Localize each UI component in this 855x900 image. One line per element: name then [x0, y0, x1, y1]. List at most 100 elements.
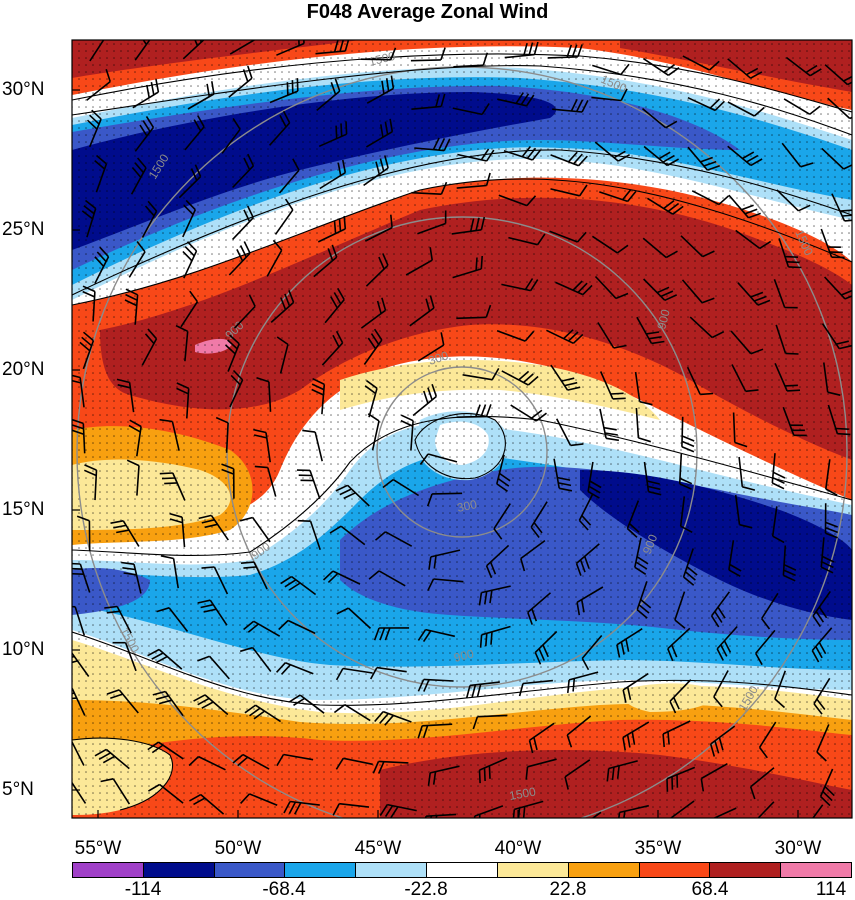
wind-barb — [411, 181, 448, 195]
wind-barb — [452, 255, 483, 279]
lon-label: 45°W — [354, 838, 402, 859]
wind-barb — [232, 753, 270, 770]
wind-barb — [382, 478, 420, 497]
wind-barb — [564, 759, 591, 790]
axis-ticks — [72, 89, 799, 818]
wind-barb — [646, 197, 684, 215]
wind-barb — [824, 503, 838, 539]
wind-barb — [465, 681, 500, 699]
wind-barb — [417, 678, 454, 692]
wind-barb — [774, 670, 787, 709]
wind-barb — [738, 456, 756, 491]
wind-barb — [636, 316, 665, 345]
wind-barb — [228, 65, 253, 98]
wind-barb — [774, 362, 801, 392]
wind-barb — [410, 47, 446, 62]
wind-barb — [72, 781, 87, 804]
lat-label: 25°N — [2, 219, 45, 240]
wind-barb — [366, 75, 395, 104]
wind-barb — [453, 52, 489, 68]
wind-barb — [411, 93, 446, 110]
wind-barb — [451, 216, 486, 235]
wind-barb — [691, 190, 730, 206]
wind-barb — [239, 646, 272, 672]
lon-label: 55°W — [74, 838, 122, 859]
wind-barb — [360, 297, 387, 329]
wind-barb — [555, 280, 593, 296]
wind-barb — [147, 783, 184, 804]
wind-barb — [243, 620, 281, 637]
wind-barb — [276, 753, 314, 767]
wind-barb — [156, 607, 189, 632]
wind-barb — [550, 184, 588, 197]
wind-barb — [276, 661, 314, 675]
wind-barb — [606, 760, 638, 782]
wind-barb — [266, 239, 283, 277]
colorbar-label: 22.8 — [549, 879, 587, 900]
wind-barb — [734, 494, 753, 529]
wind-barb — [597, 322, 627, 349]
wind-barb — [773, 279, 798, 309]
wind-barb — [728, 540, 742, 577]
wind-barb — [160, 555, 179, 589]
colorbar-swatch — [497, 863, 569, 877]
wind-barb — [530, 501, 548, 538]
wind-barb — [121, 561, 142, 594]
wind-barb — [283, 800, 320, 815]
wind-barb — [130, 157, 147, 195]
wind-barb — [824, 64, 852, 86]
wind-barb — [316, 78, 341, 112]
wind-barb — [680, 235, 715, 258]
wind-barb — [288, 694, 325, 714]
wind-barb — [374, 710, 412, 726]
wind-barb — [417, 332, 445, 362]
wind-barb — [682, 548, 698, 586]
wind-barb — [86, 109, 102, 148]
wind-barb — [369, 666, 407, 680]
wind-barb — [479, 625, 511, 648]
wind-barb — [472, 714, 508, 730]
wind-barb — [478, 757, 508, 784]
wind-barb — [276, 336, 289, 374]
wind-barb — [669, 679, 692, 714]
wind-barb — [622, 672, 649, 703]
wind-barb — [567, 671, 599, 693]
wind-field — [72, 40, 852, 818]
wind-barb — [527, 592, 552, 625]
wind-barb — [233, 294, 256, 329]
wind-barb — [758, 721, 777, 759]
wind-barb — [666, 766, 696, 792]
wind-barb — [198, 514, 229, 541]
wind-barb — [687, 96, 725, 112]
wind-barb — [184, 115, 205, 151]
wind-barb — [232, 153, 255, 189]
wind-barb — [591, 811, 602, 818]
wind-barb — [335, 484, 370, 507]
wind-barb — [221, 463, 235, 499]
wind-barb — [229, 40, 256, 55]
wind-barb — [72, 562, 91, 593]
wind-barb — [727, 101, 765, 117]
wind-barb — [374, 531, 413, 547]
wind-barb — [473, 805, 504, 818]
wind-barb — [419, 453, 458, 465]
wind-barb — [104, 605, 132, 634]
wind-barb — [825, 459, 838, 496]
wind-barb — [240, 561, 268, 590]
wind-barb — [365, 118, 394, 148]
wind-barb — [317, 215, 347, 243]
wind-barb — [776, 189, 811, 212]
wind-barb — [510, 404, 547, 422]
wind-barb — [755, 629, 776, 666]
plot-frame — [71, 39, 853, 819]
wind-barb — [547, 44, 583, 59]
wind-barb — [643, 461, 662, 496]
wind-barb — [727, 58, 763, 79]
wind-barb — [555, 418, 584, 447]
colorbar-swatch — [143, 863, 215, 877]
wind-barb — [616, 628, 643, 658]
wind-barb — [679, 496, 693, 534]
wind-barb — [462, 368, 500, 381]
wind-barb — [520, 539, 546, 572]
wind-barb — [427, 765, 460, 786]
